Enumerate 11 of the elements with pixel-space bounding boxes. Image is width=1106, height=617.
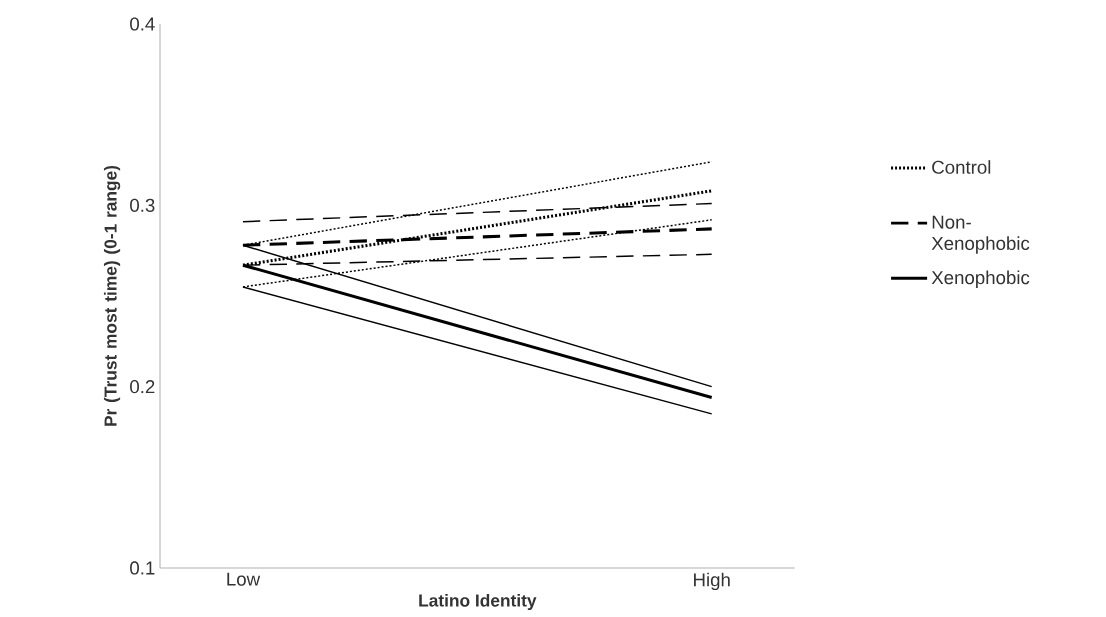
x-tick-label: Low — [227, 572, 261, 586]
y-tick-label: 0.3 — [130, 198, 155, 212]
x-axis-title: Latino Identity — [419, 593, 537, 611]
y-axis-title: Pr (Trust most time) (0-1 range) — [103, 165, 121, 426]
legend-label: Control — [932, 160, 991, 174]
y-tick-label: 0.4 — [130, 17, 155, 31]
y-tick-label: 0.2 — [130, 380, 155, 394]
legend-label: Non-Xenophobic — [931, 215, 1030, 254]
legend-label: Xenophobic — [931, 270, 1030, 288]
x-tick-label: High — [694, 572, 730, 591]
y-tick-label: 0.1 — [130, 561, 155, 575]
